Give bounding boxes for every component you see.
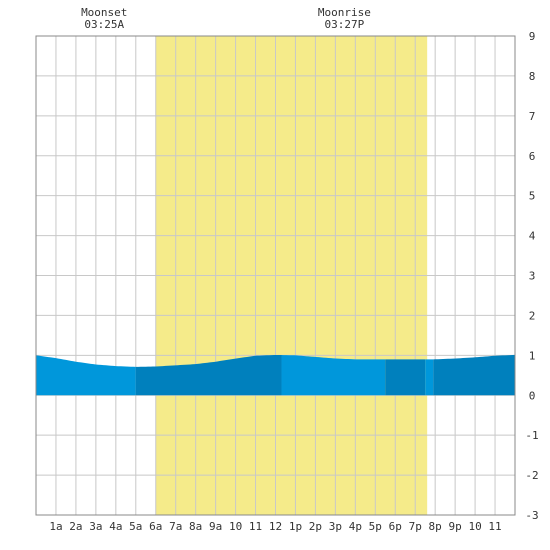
y-tick-label: 0	[529, 389, 536, 402]
tide-band	[425, 359, 434, 396]
x-tick-label: 2p	[309, 520, 322, 533]
y-tick-label: 8	[529, 70, 536, 83]
x-axis-ticks: 1a 2a 3a 4a 5a 6a 7a 8a 9a 10 11 12 1p 2p 3p 4p 5p 6p 7p 8p…	[49, 520, 501, 533]
tide-band	[433, 354, 515, 396]
tide-band	[135, 354, 282, 396]
x-tick-label: 9p	[449, 520, 462, 533]
moon-event-label: Moonrise	[318, 6, 371, 19]
y-tick-label: 6	[529, 150, 536, 163]
x-tick-label: 2a	[69, 520, 82, 533]
x-tick-label: 6a	[149, 520, 162, 533]
tide-layer	[36, 354, 515, 396]
y-tick-label: -1	[525, 429, 538, 442]
y-tick-label: -2	[525, 469, 538, 482]
x-tick-label: 5a	[129, 520, 142, 533]
y-tick-label: 4	[529, 230, 536, 243]
x-tick-label: 7p	[409, 520, 422, 533]
y-tick-label: 9	[529, 30, 536, 43]
x-tick-label: 11	[249, 520, 262, 533]
x-tick-label: 12	[269, 520, 282, 533]
tide-band	[281, 355, 386, 396]
x-tick-label: 5p	[369, 520, 382, 533]
y-axis-ticks: -3 -2 -1 0 1 2 3 4 5 6 7 8 9	[525, 30, 538, 522]
x-tick-label: 7a	[169, 520, 182, 533]
x-tick-label: 6p	[389, 520, 402, 533]
moon-event-time: 03:25A	[84, 18, 124, 31]
y-tick-label: 3	[529, 270, 536, 283]
x-tick-label: 3p	[329, 520, 342, 533]
x-tick-label: 8a	[189, 520, 202, 533]
x-tick-label: 8p	[429, 520, 442, 533]
plot-border	[35, 35, 516, 516]
grid-layer	[36, 36, 515, 515]
tide-band	[385, 359, 426, 396]
y-tick-label: 1	[529, 349, 536, 362]
x-tick-label: 10	[229, 520, 242, 533]
plot-frame	[35, 35, 516, 516]
tide-band	[36, 355, 136, 396]
moon-event-time: 03:27P	[324, 18, 364, 31]
x-tick-label: 9a	[209, 520, 222, 533]
y-tick-label: 2	[529, 309, 536, 322]
x-tick-label: 10	[468, 520, 481, 533]
y-tick-label: -3	[525, 509, 538, 522]
y-tick-label: 5	[529, 190, 536, 203]
moon-event-label: Moonset	[81, 6, 127, 19]
x-tick-label: 1p	[289, 520, 302, 533]
x-tick-label: 4a	[109, 520, 122, 533]
x-tick-label: 11	[488, 520, 501, 533]
y-tick-label: 7	[529, 110, 536, 123]
x-tick-label: 1a	[49, 520, 62, 533]
x-tick-label: 4p	[349, 520, 362, 533]
x-tick-label: 3a	[89, 520, 102, 533]
